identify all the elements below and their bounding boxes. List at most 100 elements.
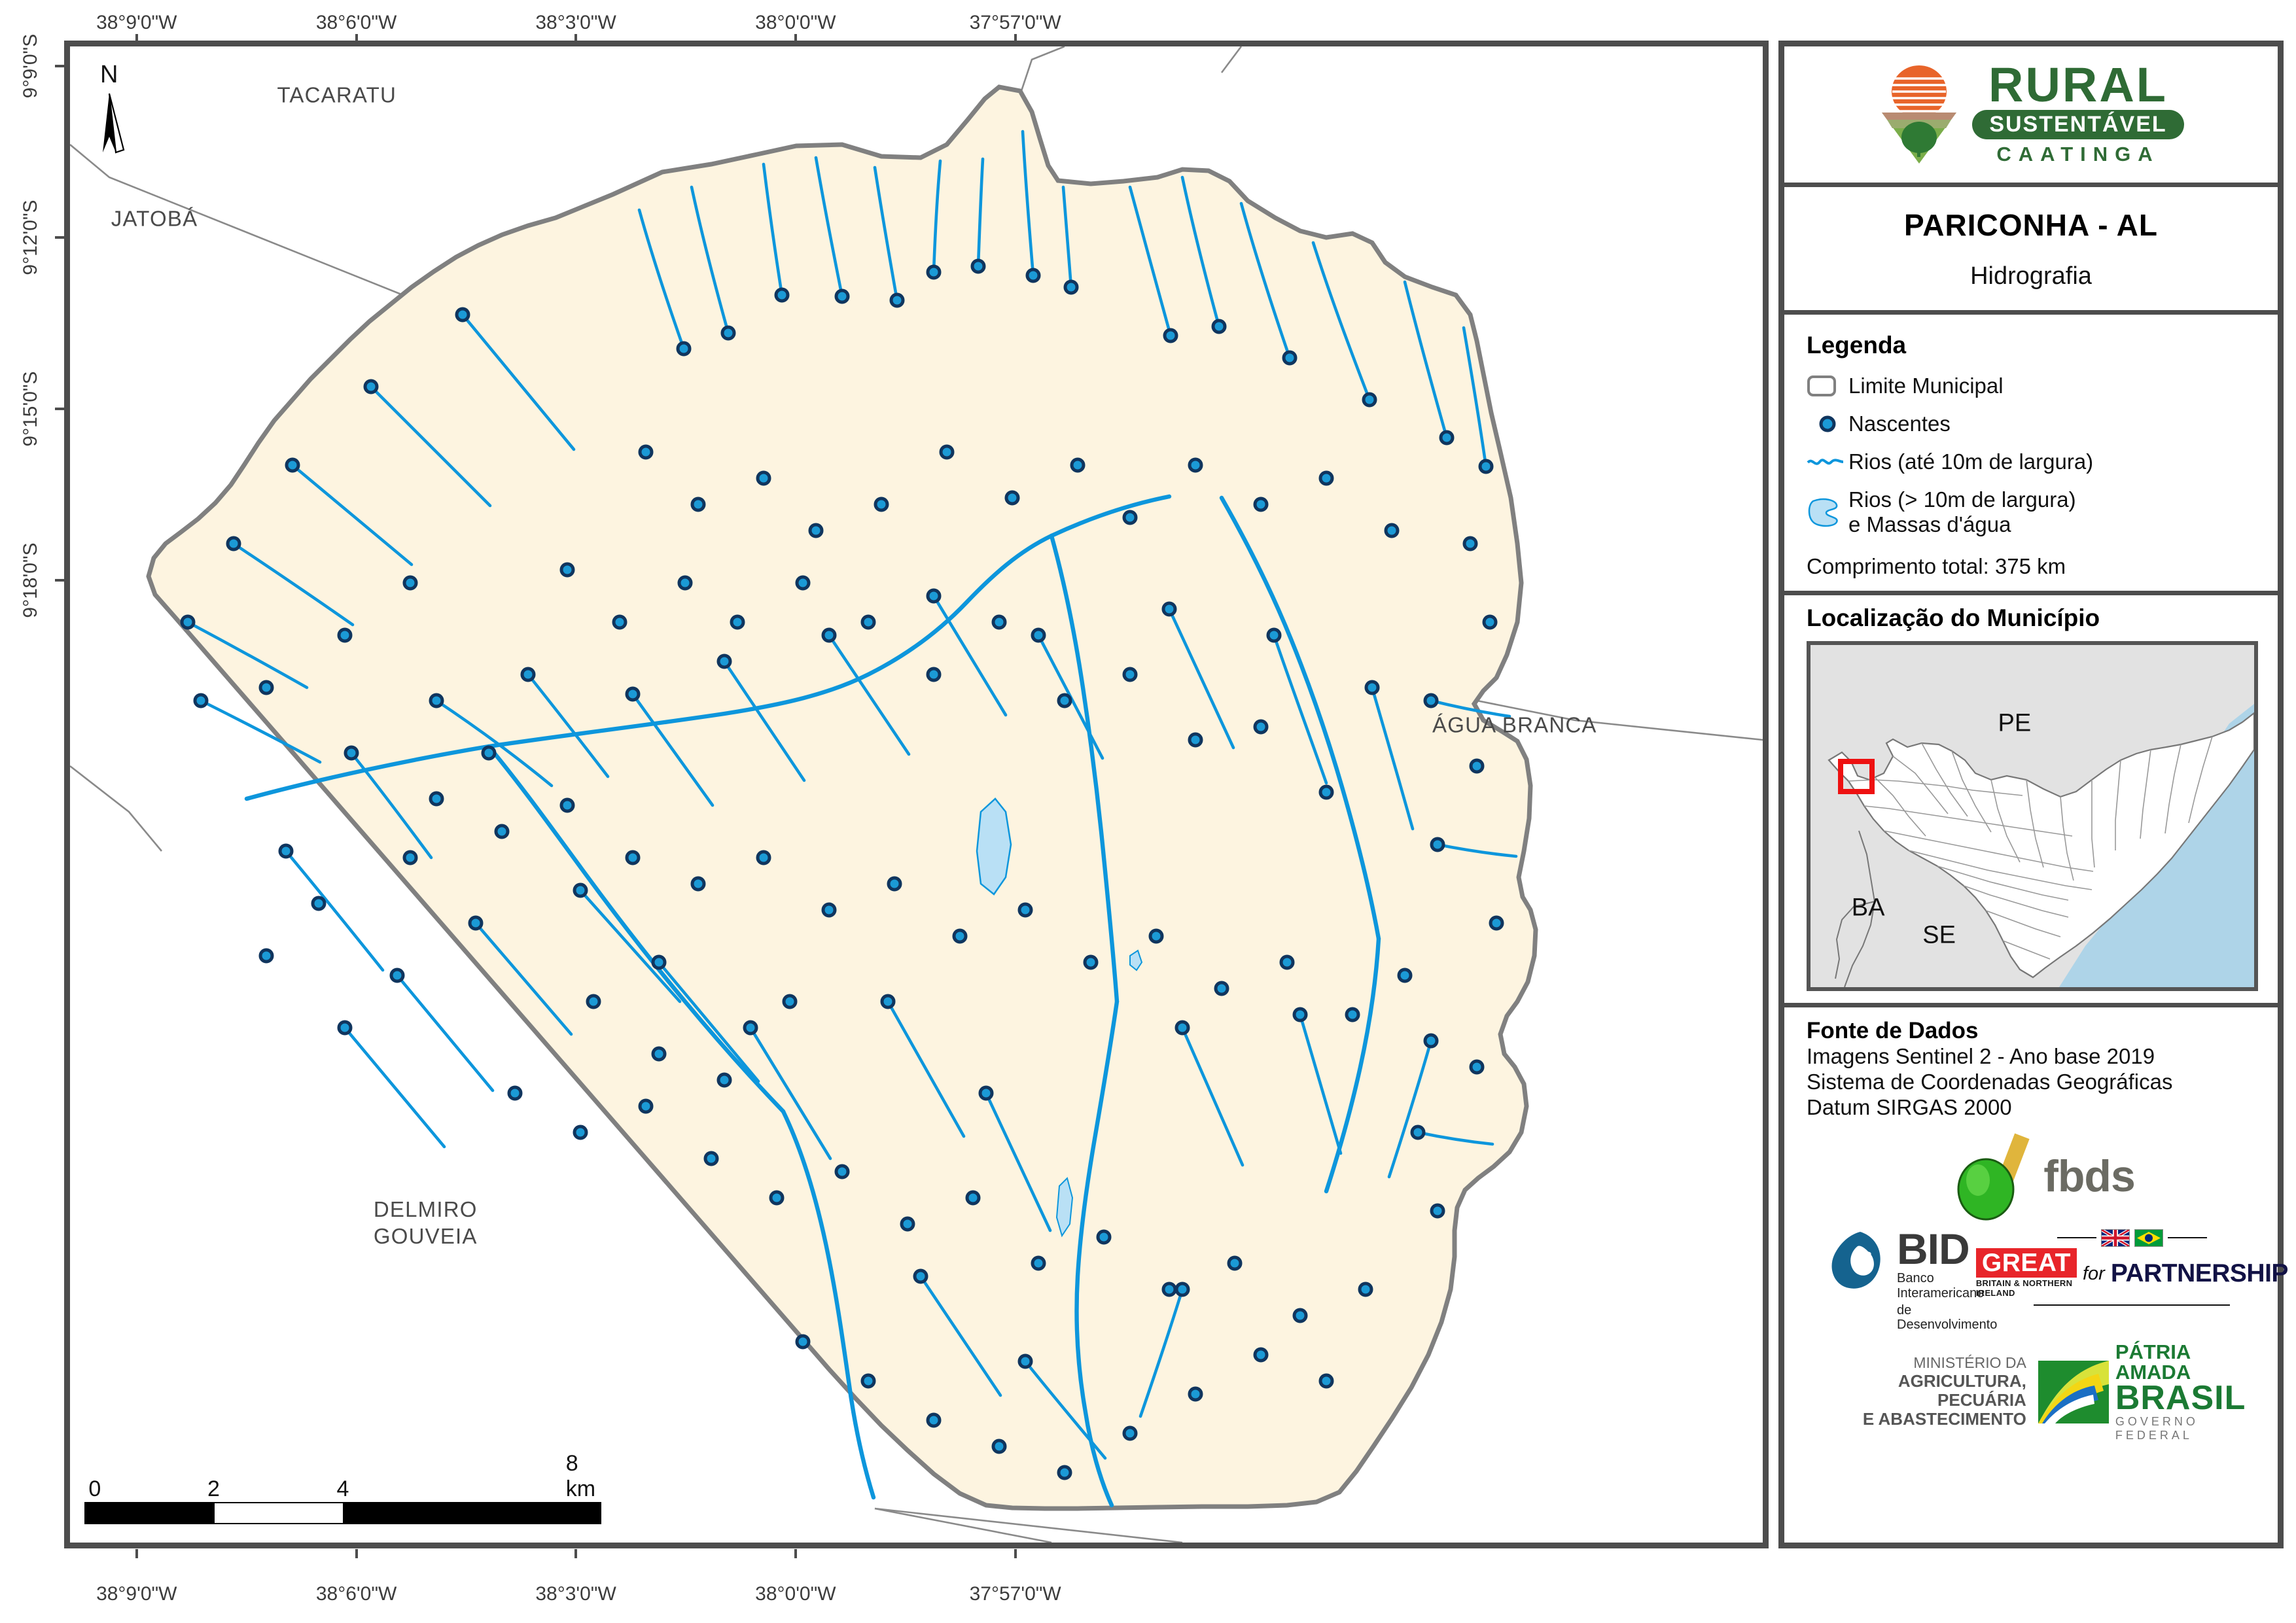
legend-label-rios-grandes: Rios (> 10m de largura) e Massas d'água	[1848, 487, 2076, 536]
spring-point	[258, 948, 274, 964]
spring-point	[978, 1085, 994, 1101]
spring-point	[258, 680, 274, 695]
spring-point	[455, 307, 470, 323]
spring-point	[1318, 470, 1334, 486]
longitude-tick-top-0	[135, 34, 138, 42]
latitude-tick-2	[55, 407, 64, 410]
fbds-wordmark: fbds	[2043, 1151, 2136, 1201]
spring-point	[913, 1268, 928, 1284]
bid-acronym: BID	[1897, 1224, 1970, 1273]
municipality-polygon	[146, 84, 1538, 1511]
hydrography-map-svg: .riv{fill:none;stroke:#0d96dc;stroke-wid…	[70, 46, 1763, 1543]
legend-item-rios-pequenos: Rios (até 10m de largura)	[1807, 449, 2278, 474]
spring-point	[926, 1412, 942, 1428]
longitude-label-bottom-1: 38°6'0"W	[315, 1583, 397, 1605]
latitude-label-1: 9°12'0"S	[20, 200, 41, 275]
spring-point	[1439, 430, 1455, 445]
spring-point	[1096, 1229, 1112, 1245]
spring-point	[1469, 1059, 1485, 1075]
legend-panel: RURAL SUSTENTÁVEL CAATINGA PARICONHA - A…	[1778, 41, 2288, 1548]
latitude-tick-3	[55, 578, 64, 582]
source-line-3: Datum SIRGAS 2000	[1807, 1094, 2012, 1119]
spring-point	[795, 1334, 811, 1350]
fbds-emblem-icon	[1949, 1130, 2047, 1222]
spring-point	[226, 536, 241, 551]
ministry-line-2: AGRICULTURA, PECUÁRIA	[1898, 1371, 2026, 1410]
brasil-line-2: BRASIL	[2115, 1378, 2246, 1417]
legend-label-rios-pequenos: Rios (até 10m de largura)	[1848, 449, 2094, 474]
bid-logo: BID Banco Interamericano de Desenvolvime…	[1829, 1224, 1997, 1333]
spring-point	[586, 994, 601, 1009]
spring-point	[834, 1164, 850, 1179]
partner-logos: BID Banco Interamericano de Desenvolvime…	[1807, 1224, 2288, 1333]
spring-point	[573, 1125, 588, 1140]
spring-point	[1482, 614, 1498, 630]
spring-point	[285, 457, 300, 473]
spring-point	[573, 882, 588, 898]
source-line-1: Imagens Sentinel 2 - Ano base 2019	[1807, 1043, 2155, 1068]
river-line-swatch-icon	[1807, 453, 1848, 470]
locator-map[interactable]: PE BA SE	[1807, 640, 2258, 991]
spring-point	[1478, 459, 1494, 474]
longitude-label-bottom-2: 38°3'0"W	[535, 1583, 616, 1605]
longitude-tick-top-4	[1014, 34, 1017, 42]
spring-point	[965, 1190, 981, 1206]
spring-point	[1214, 981, 1229, 996]
patria-amada-brasil-logo: PÁTRIA AMADA BRASIL GOVERNO FEDERAL	[2038, 1342, 2255, 1442]
spring-point	[1292, 1007, 1308, 1022]
spring-point	[1211, 319, 1227, 334]
scale-tick-1: 2	[207, 1476, 220, 1501]
spring-point	[1227, 1255, 1243, 1271]
government-logos: MINISTÉRIO DA AGRICULTURA, PECUÁRIA E AB…	[1807, 1342, 2278, 1442]
latitude-label-2: 9°15'0"S	[20, 371, 41, 447]
spring-point	[1004, 490, 1020, 506]
river-network	[244, 494, 1381, 1508]
spring-point	[1364, 680, 1380, 695]
spring-point	[278, 843, 294, 859]
spring-point	[625, 850, 641, 865]
spring-point	[1469, 758, 1485, 774]
spring-point	[1358, 1282, 1373, 1297]
locator-map-svg	[1810, 644, 2254, 987]
longitude-tick-bottom-0	[135, 1549, 138, 1558]
spring-point	[860, 614, 876, 630]
longitude-tick-bottom-1	[355, 1549, 358, 1558]
spring-point	[1017, 902, 1033, 918]
spring-point	[926, 264, 942, 280]
longitude-label-top-2: 38°3'0"W	[535, 12, 616, 33]
spring-point	[468, 915, 484, 931]
flag-rule-left	[2057, 1237, 2096, 1239]
locator-heading: Localização do Município	[1807, 604, 2100, 631]
spring-point	[337, 1020, 353, 1036]
map-title-block: PARICONHA - AL Hidrografia	[1784, 187, 2278, 315]
spring-point	[1057, 693, 1072, 708]
latitude-label-0: 9°9'0"S	[20, 33, 41, 99]
spring-point	[926, 588, 942, 604]
great-for-partnership-logo: GREAT BRITAIN & NORTHERN IRELAND for PAR…	[1975, 1228, 2288, 1306]
spring-point	[481, 745, 497, 761]
spring-point	[1292, 1308, 1308, 1323]
spring-point	[1282, 350, 1298, 366]
longitude-label-top-3: 38°0'0"W	[755, 12, 836, 33]
latitude-tick-1	[55, 236, 64, 239]
spring-point	[756, 850, 771, 865]
great-badge-sub: BRITAIN & NORTHERN IRELAND	[1975, 1278, 2073, 1298]
spring-point	[311, 896, 327, 911]
longitude-tick-bottom-4	[1014, 1549, 1017, 1558]
spring-point	[690, 876, 706, 892]
spring-point	[1161, 1282, 1177, 1297]
spring-point	[402, 850, 418, 865]
rural-sustentavel-emblem-icon	[1878, 65, 1960, 164]
scale-bar-numbers: 0 2 4 8 km	[84, 1451, 601, 1502]
waterbodies	[976, 797, 1143, 1238]
spring-point	[1279, 954, 1295, 970]
map-canvas[interactable]: .riv{fill:none;stroke:#0d96dc;stroke-wid…	[70, 46, 1763, 1543]
spring-point	[720, 325, 736, 341]
scale-bar: 0 2 4 8 km	[84, 1451, 601, 1524]
spring-point	[344, 745, 359, 761]
ministry-wordmark: MINISTÉRIO DA AGRICULTURA, PECUÁRIA E AB…	[1829, 1354, 2026, 1429]
spring-point	[1017, 1353, 1033, 1369]
spring-point	[676, 341, 692, 357]
spring-point	[782, 994, 798, 1009]
